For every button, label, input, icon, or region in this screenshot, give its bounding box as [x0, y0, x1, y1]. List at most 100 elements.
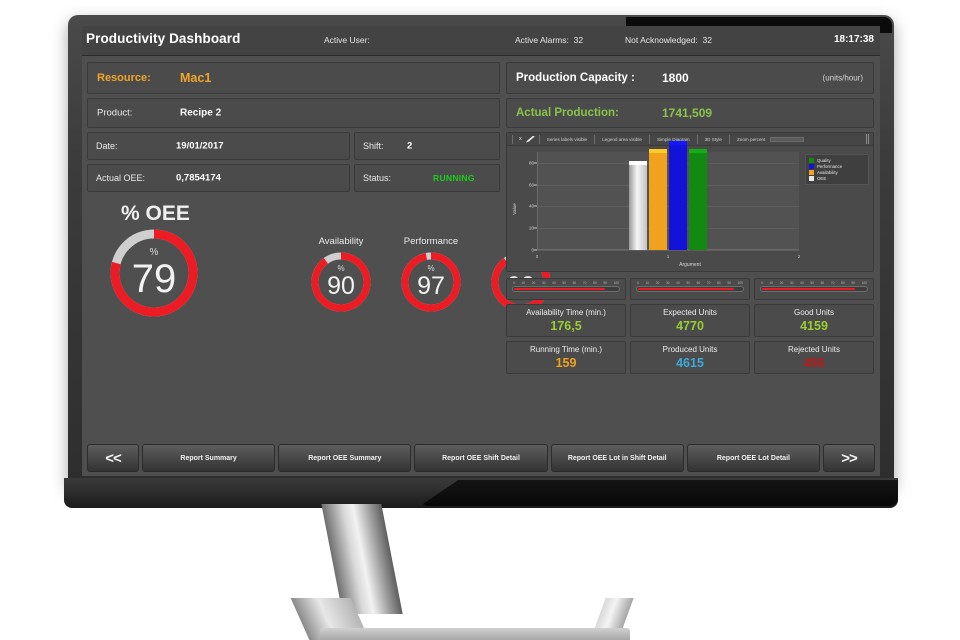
progress-tick-labels: 0 10 20 30 40 50 60 70 80 90 100	[760, 281, 868, 285]
toolbar-3d-style[interactable]: 3D Style	[704, 136, 722, 142]
report-oee-shift-detail-button[interactable]: Report OEE Shift Detail	[414, 444, 548, 472]
progress-tick-label: 30	[789, 281, 794, 285]
progress-tick-label: 80	[593, 281, 597, 285]
progress-tick-label: 30	[665, 281, 670, 285]
chart-legend-item: Performance	[809, 164, 865, 169]
kpi-value: 4615	[676, 356, 704, 370]
right-column: Production Capacity : 1800 (units/hour) …	[506, 62, 874, 374]
production-capacity-label: Production Capacity :	[516, 72, 635, 84]
gauge-availability: Availability % 90	[309, 236, 373, 314]
chart-toolbar: x Series labels visible Legend area visi…	[507, 133, 873, 146]
chart-y-tick-mark	[534, 184, 537, 186]
chart-y-tick-label: 80	[528, 160, 534, 166]
progress-tick-label: 70	[582, 281, 587, 285]
chart-gridline	[537, 206, 799, 208]
toolbar-simple-diagram[interactable]: Simple Diagram	[656, 136, 690, 142]
chart-x-axis	[537, 249, 799, 250]
chart-legend-swatch	[809, 170, 814, 175]
pen-icon[interactable]	[525, 135, 535, 143]
progress-tick-label: 10	[769, 281, 774, 285]
gauge-oee-ring: % 79	[107, 226, 201, 320]
chart-legend-label: OEE	[817, 176, 827, 181]
chart-y-tick-label: 0	[531, 247, 534, 253]
chart-x-axis-label: Argument	[679, 262, 701, 268]
product-value: Recipe 2	[180, 107, 222, 119]
progress-tick-label: 100	[737, 281, 743, 285]
chart-legend: Quality Performance Availability OEE	[805, 154, 869, 185]
progress-tick-label: 20	[655, 281, 660, 285]
production-capacity-row: Production Capacity : 1800 (units/hour)	[506, 62, 874, 94]
progress-tick-label: 0	[761, 281, 763, 285]
progress-tick-label: 50	[686, 281, 690, 285]
gauge-oee: % 79	[107, 226, 201, 320]
toolbar-grip-handle[interactable]	[866, 134, 870, 144]
report-oee-lot-detail-button[interactable]: Report OEE Lot Detail	[686, 444, 821, 472]
gauge-performance-percent-symbol: %	[427, 264, 435, 273]
progress-tick-label: 90	[851, 281, 855, 285]
gauge-oee-text: % 79	[107, 226, 201, 320]
not-acknowledged-value: 32	[702, 35, 712, 45]
kpi-label: Good Units	[793, 308, 835, 317]
zoom-percent-input[interactable]	[770, 136, 805, 142]
progress-tick-label: 50	[562, 281, 566, 285]
progress-tick-label: 90	[603, 281, 607, 285]
progress-tick-label: 20	[531, 281, 536, 285]
chart-bar-availability	[649, 149, 667, 250]
status-badge: RUNNING	[433, 173, 475, 183]
monitor-chin-shadow	[420, 480, 898, 506]
gauge-performance-value: 97	[417, 272, 445, 300]
active-alarms-field: Active Alarms: 32	[515, 35, 583, 45]
progress-tick-label: 0	[513, 281, 515, 285]
chart-legend-item: Quality	[809, 158, 865, 163]
report-oee-lot-in-shift-detail-button[interactable]: Report OEE Lot in Shift Detail	[550, 444, 684, 472]
actual-oee-cell: Actual OEE: 0,7854174	[87, 164, 350, 192]
gauge-performance-text: % 97	[399, 250, 463, 314]
gauge-availability-value: 90	[327, 272, 355, 300]
chart-bar-performance	[669, 141, 687, 250]
progress-tick-label: 20	[779, 281, 784, 285]
toolbar-divider	[538, 134, 540, 144]
chart-gridline	[537, 184, 799, 186]
kpi-card: Produced Units 4615	[630, 341, 750, 374]
actual-production-row: Actual Production: 1741,509	[506, 98, 874, 128]
kpi-value: 4770	[676, 319, 704, 333]
progress-tick-label: 30	[541, 281, 546, 285]
report-summary-button[interactable]: Report Summary	[142, 444, 276, 472]
resource-value: Mac1	[180, 71, 212, 85]
product-label: Product:	[97, 107, 133, 119]
chart-x-tick-label: 1	[666, 254, 670, 259]
progress-tick-label: 80	[717, 281, 721, 285]
kpi-card: Good Units 4159	[754, 304, 874, 337]
chart-legend-label: Quality	[817, 158, 831, 163]
gauge-availability-caption: Availability	[318, 236, 364, 247]
chart-legend-swatch	[809, 164, 814, 169]
chart-y-tick-mark	[534, 249, 537, 251]
toolbar-zoom-percent[interactable]: Zoom percent	[737, 136, 766, 142]
resource-row: Resource: Mac1	[87, 62, 500, 94]
app-header: Productivity Dashboard Active User: Acti…	[82, 26, 880, 56]
kpi-value: 456	[803, 356, 825, 370]
gauge-availability-text: % 90	[309, 250, 373, 314]
chart-bar-top	[629, 160, 647, 165]
kpi-card: Expected Units 4770	[630, 304, 750, 337]
page-title: Productivity Dashboard	[86, 31, 241, 46]
kpi-label: Produced Units	[662, 345, 718, 354]
progress-tick-label: 10	[645, 281, 650, 285]
chart-gridline	[537, 228, 799, 230]
chart-bar-top	[689, 149, 707, 153]
date-cell: Date: 19/01/2017	[87, 132, 350, 160]
clock: 18:17:38	[833, 34, 874, 45]
prev-page-button[interactable]: <<	[87, 444, 139, 472]
toolbar-legend-area-visible[interactable]: Legend area visible	[602, 136, 642, 142]
next-page-button[interactable]: >>	[823, 444, 876, 472]
report-oee-summary-button[interactable]: Report OEE Summary	[278, 444, 412, 472]
close-icon[interactable]: x	[519, 136, 522, 142]
progress-tick-label: 50	[810, 281, 814, 285]
toolbar-divider	[594, 134, 596, 144]
kpi-card: Availability Time (min.) 176,5	[506, 304, 626, 337]
oee-bar-chart-panel: x Series labels visible Legend area visi…	[506, 132, 874, 272]
toolbar-series-labels-visible[interactable]: Series labels visible	[546, 136, 588, 142]
chart-plot: 0 20 40 60 80 0 1 2	[529, 141, 800, 259]
gauge-performance-arc	[401, 252, 461, 312]
